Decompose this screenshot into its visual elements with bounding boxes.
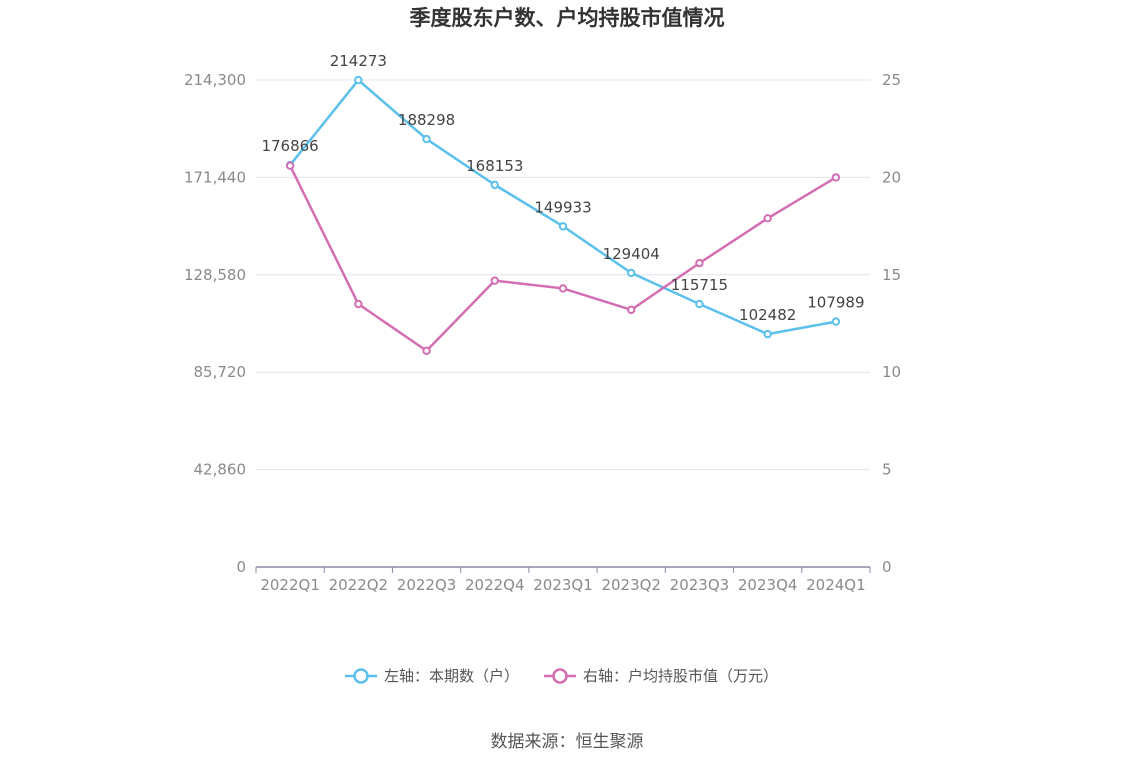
y-right-tick-label: 20	[882, 168, 901, 186]
x-tick-label: 2022Q2	[329, 576, 389, 594]
legend-item-avg-holding-value[interactable]: 右轴：户均持股市值（万元）	[544, 667, 778, 685]
axes: 0 0 42,860 5 85,720 10 128,580 15 171,440 20 214,3…	[184, 71, 901, 594]
y-right-tick-label: 15	[882, 266, 901, 284]
data-point[interactable]	[422, 134, 431, 144]
data-point[interactable]	[695, 258, 704, 268]
data-point[interactable]	[354, 75, 363, 85]
y-right-tick-label: 5	[882, 461, 892, 479]
x-tick-label: 2022Q1	[260, 576, 320, 594]
data-point[interactable]	[627, 268, 636, 278]
x-tick-label: 2023Q3	[670, 576, 730, 594]
data-point[interactable]	[695, 299, 704, 309]
data-label: 149933	[534, 198, 591, 216]
legend-marker-icon	[353, 668, 369, 684]
data-point[interactable]	[763, 214, 772, 223]
x-tick-label: 2023Q1	[533, 576, 593, 594]
data-label: 214273	[330, 52, 387, 70]
data-point[interactable]	[763, 329, 772, 339]
y-right-tick-label: 25	[882, 71, 901, 89]
data-point[interactable]	[490, 276, 499, 285]
data-point[interactable]	[558, 284, 568, 293]
data-label: 168153	[466, 157, 523, 175]
x-tick-label: 2022Q4	[465, 576, 525, 594]
y-left-tick-label: 171,440	[184, 168, 246, 186]
x-tick-label: 2023Q4	[738, 576, 798, 594]
legend-marker-icon	[552, 668, 568, 684]
x-tick-label: 2023Q2	[601, 576, 661, 594]
data-label: 102482	[739, 306, 796, 324]
grid	[256, 79, 870, 471]
data-point[interactable]	[558, 222, 568, 231]
data-label: 129404	[603, 245, 660, 263]
data-label: 176866	[261, 137, 318, 155]
chart-title: 季度股东户数、户均持股市值情况	[410, 6, 725, 30]
series-layer	[285, 75, 841, 355]
data-labels: 176866 214273 188298 168153 149933 129404 1157…	[261, 52, 864, 324]
y-left-tick-label: 128,580	[184, 266, 246, 284]
y-right-tick-label: 10	[882, 363, 901, 381]
data-label: 115715	[671, 276, 728, 294]
y-left-tick-label: 0	[236, 558, 246, 576]
data-label: 188298	[398, 111, 455, 129]
data-point[interactable]	[285, 161, 295, 170]
x-tick-label: 2024Q1	[806, 576, 866, 594]
legend: 左轴：本期数（户） 右轴：户均持股市值（万元）	[345, 667, 778, 685]
data-point[interactable]	[490, 180, 499, 190]
data-point[interactable]	[627, 305, 636, 315]
data-point[interactable]	[422, 346, 431, 355]
data-point[interactable]	[831, 317, 841, 326]
y-left-tick-label: 85,720	[194, 363, 247, 381]
legend-label: 右轴：户均持股市值（万元）	[583, 667, 778, 685]
y-left-tick-label: 42,860	[194, 461, 247, 479]
legend-label: 左轴：本期数（户）	[384, 667, 519, 685]
y-right-tick-label: 0	[882, 558, 892, 576]
y-left-tick-label: 214,300	[184, 71, 246, 89]
source-note: 数据来源：恒生聚源	[491, 732, 644, 752]
data-point[interactable]	[354, 299, 363, 309]
legend-item-shareholders[interactable]: 左轴：本期数（户）	[345, 667, 519, 685]
x-tick-label: 2022Q3	[397, 576, 457, 594]
data-label: 107989	[807, 294, 864, 312]
data-point[interactable]	[831, 173, 841, 182]
